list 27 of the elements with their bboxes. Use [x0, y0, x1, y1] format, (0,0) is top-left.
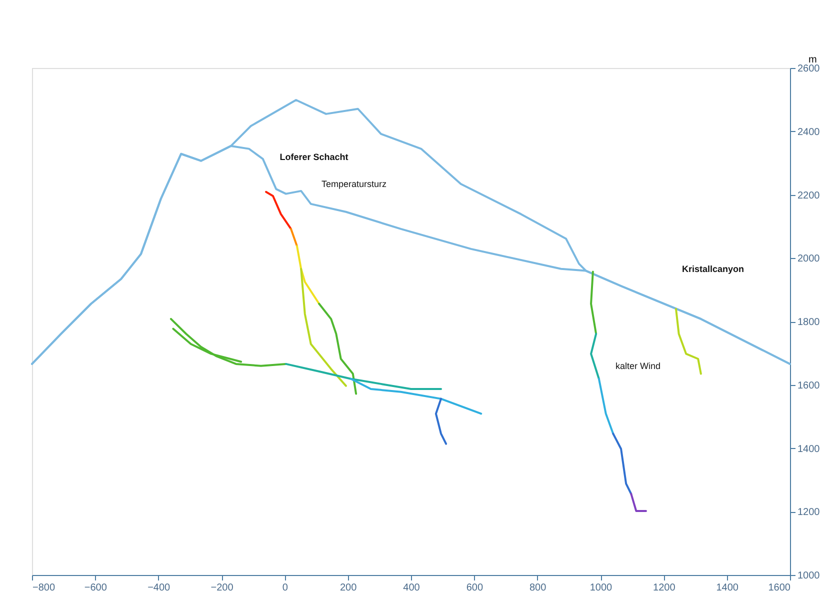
x-tick-label: 1600	[768, 582, 791, 594]
y-axis-title: m	[808, 54, 817, 66]
x-tick-label: 600	[466, 582, 484, 594]
annotation: kalter Wind	[615, 361, 661, 371]
x-tick-label: −400	[148, 582, 171, 594]
annotation: Loferer Schacht	[280, 152, 348, 162]
y-tick-label: 1800	[798, 317, 820, 328]
annotation: Temperatursturz	[321, 179, 388, 189]
y-tick-label: 2600	[798, 64, 820, 74]
x-tick-label: 400	[403, 582, 420, 594]
x-tick-label: 1000	[590, 582, 613, 594]
x-tick-label: −200	[210, 582, 234, 594]
x-tick-label: 0	[282, 582, 288, 594]
x-tick-label: 1400	[716, 582, 739, 594]
y-tick-label: 1400	[798, 444, 820, 455]
x-tick-label: −800	[32, 582, 56, 594]
x-tick-label: −600	[84, 582, 108, 594]
y-tick-label: 2200	[798, 190, 820, 202]
x-tick-label: 800	[529, 582, 547, 594]
y-tick-label: 1200	[798, 507, 820, 518]
x-tick-label: 200	[340, 582, 358, 594]
y-tick-label: 1600	[798, 380, 820, 392]
annotation: Kristallcanyon	[682, 264, 744, 274]
y-tick-label: 1000	[798, 570, 820, 582]
y-tick-label: 2000	[798, 254, 820, 265]
y-tick-label: 2400	[798, 126, 820, 138]
x-tick-label: 1200	[653, 582, 676, 594]
